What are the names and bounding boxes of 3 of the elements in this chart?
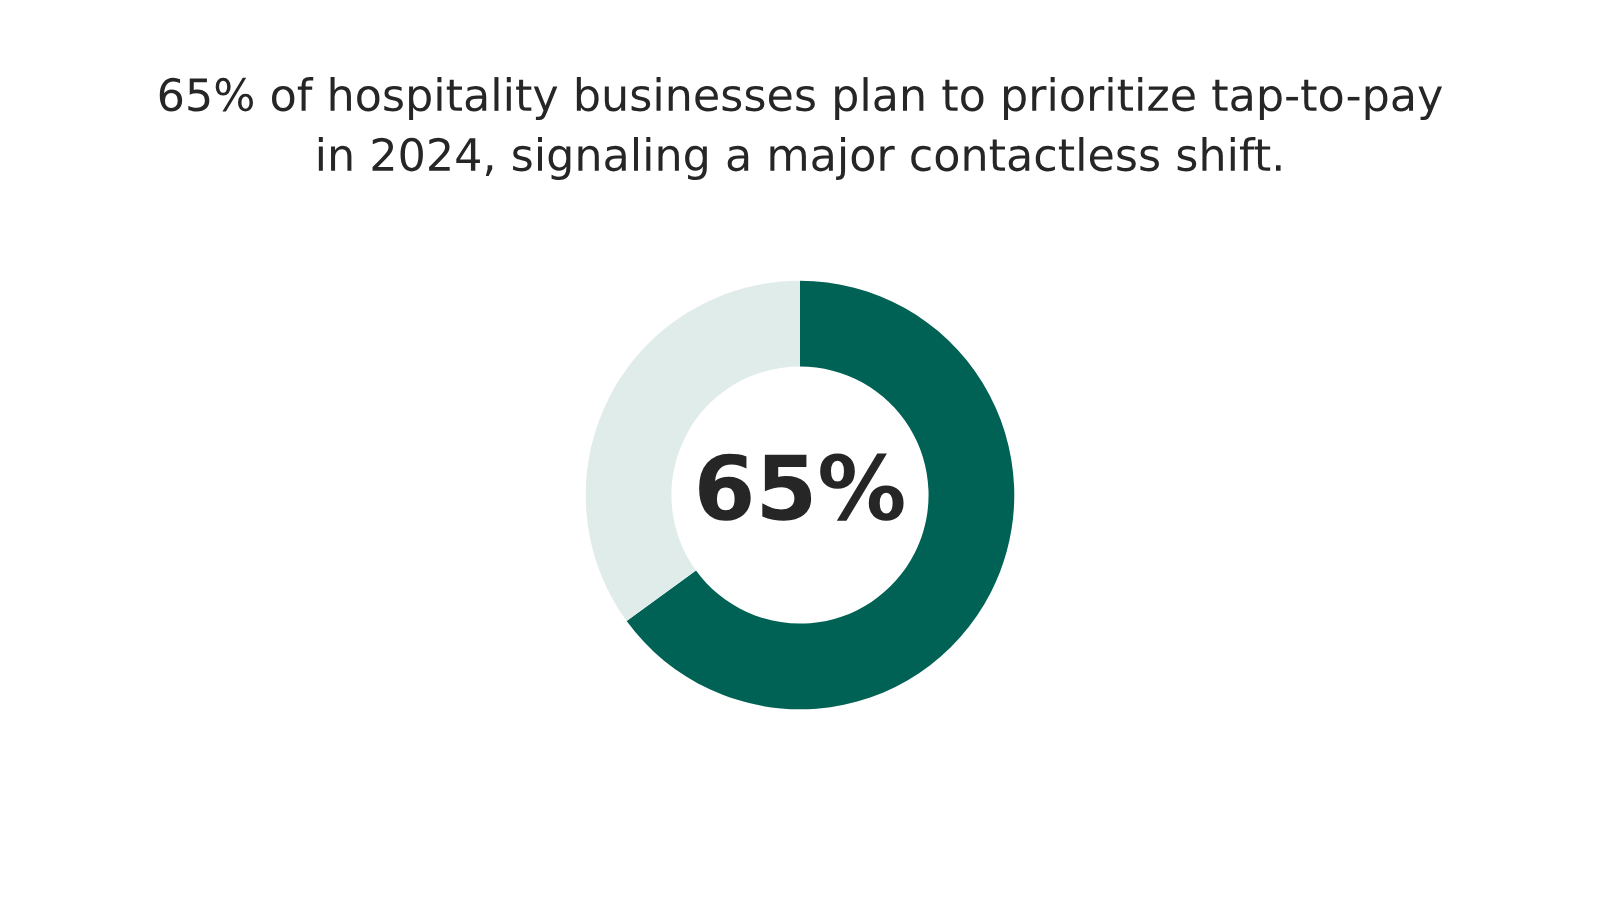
data-label: 65% (699, 453, 904, 521)
chart-title: 65% of hospitality businesses plan to prioritize tap-to-pay in 2024, signaling a major contactless shift. (159, 77, 1443, 180)
donut-slice (626, 280, 1015, 710)
